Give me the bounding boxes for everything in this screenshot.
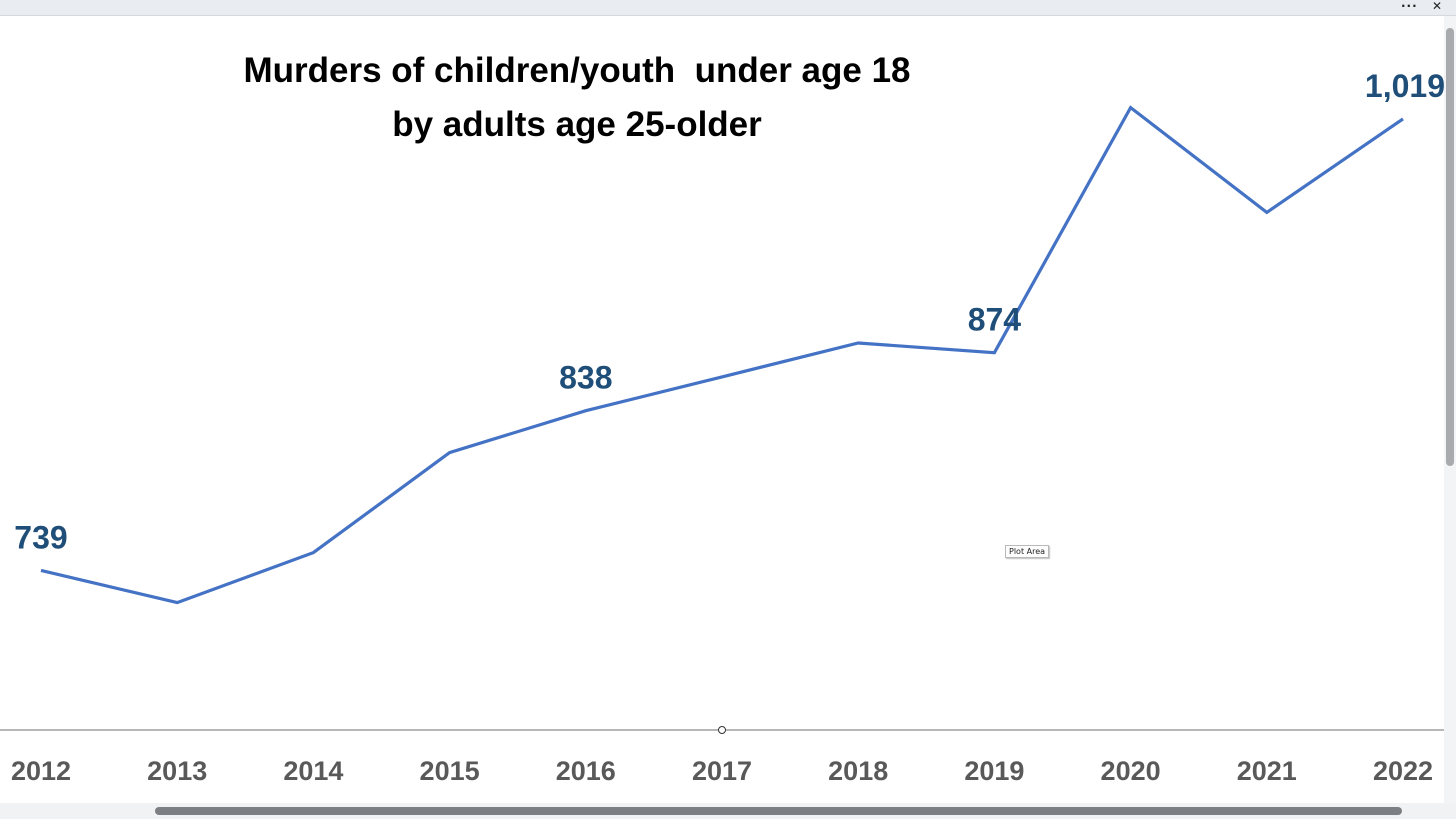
- data-label-2019: 874: [968, 302, 1022, 338]
- data-label-2016: 838: [559, 360, 612, 396]
- x-tick-label-2022: 2022: [1373, 756, 1433, 786]
- axis-resize-handle[interactable]: [718, 726, 726, 734]
- window-title-bar: ··· ✕: [0, 0, 1456, 16]
- series-line[interactable]: [40, 105, 1404, 605]
- data-label-2012: 739: [14, 519, 67, 555]
- x-tick-label-2020: 2020: [1101, 756, 1161, 786]
- vertical-scrollbar-thumb[interactable]: [1446, 28, 1454, 466]
- data-labels: 739 838 874 1,019: [14, 68, 1444, 555]
- x-tick-label-2019: 2019: [964, 756, 1024, 786]
- chart-canvas[interactable]: [0, 16, 1444, 803]
- x-tick-label-2017: 2017: [692, 756, 752, 786]
- x-tick-label-2021: 2021: [1237, 756, 1297, 786]
- x-tick-label-2018: 2018: [828, 756, 888, 786]
- data-label-2022: 1,019: [1365, 68, 1444, 104]
- chart-title[interactable]: Murders of children/youth under age 18 by…: [243, 51, 910, 144]
- x-axis-tick-labels: 2012 2013 2014 2015 2016 2017 2018 2019 2020 2021…: [11, 756, 1433, 786]
- line-chart[interactable]: Murders of children/youth under age 18 by…: [0, 0, 1444, 803]
- x-tick-label-2015: 2015: [420, 756, 480, 786]
- x-tick-label-2014: 2014: [283, 756, 343, 786]
- more-options-button[interactable]: ···: [1401, 0, 1418, 13]
- chart-title-line-2: by adults age 25-older: [392, 105, 762, 144]
- x-tick-label-2013: 2013: [147, 756, 207, 786]
- x-tick-label-2012: 2012: [11, 756, 71, 786]
- close-button[interactable]: ✕: [1432, 0, 1443, 13]
- chart-title-line-1: Murders of children/youth under age 18: [243, 51, 910, 90]
- plot-area-tooltip: Plot Area: [1005, 545, 1050, 558]
- x-tick-label-2016: 2016: [556, 756, 616, 786]
- horizontal-scrollbar-thumb[interactable]: [155, 807, 1402, 815]
